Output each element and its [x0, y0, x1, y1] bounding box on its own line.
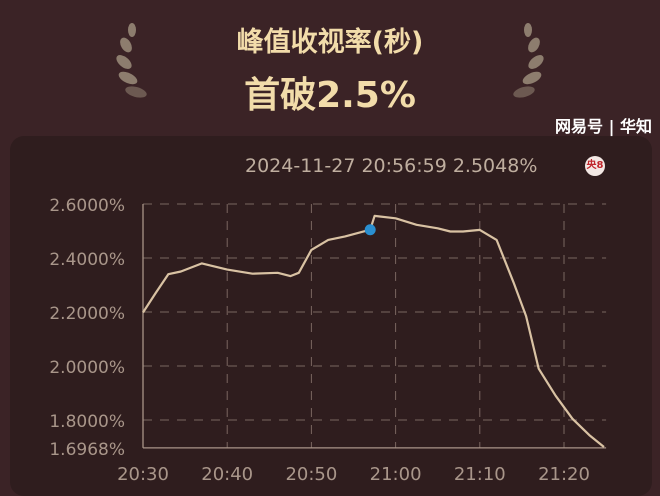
- y-tick-label: 2.2000%: [49, 304, 125, 324]
- tooltip-value: 2.5048%: [452, 155, 538, 177]
- x-tick-label: 21:20: [538, 464, 590, 485]
- y-tick-label: 2.6000%: [49, 196, 125, 216]
- x-tick-label: 20:50: [285, 464, 337, 485]
- watermark: 网易号 | 华知: [555, 117, 652, 136]
- chart-panel: [10, 136, 652, 496]
- y-tick-label: 1.6968%: [49, 440, 125, 460]
- series-line: [142, 214, 605, 448]
- y-tick-label: 1.8000%: [49, 412, 125, 432]
- x-tick-label: 21:00: [370, 464, 422, 485]
- laurel-right-icon: [513, 23, 544, 98]
- line-chart: 2.6000% 2.4000% 2.2000% 2.0000% 1.8000% 1.696…: [49, 196, 607, 485]
- headline: 首破2.5%: [244, 75, 416, 116]
- tooltip-readout: 2024-11-27 20:56:59 2.5048%: [245, 155, 537, 177]
- x-tick-label: 20:40: [201, 464, 253, 485]
- tooltip-datetime: 2024-11-27 20:56:59: [245, 155, 447, 177]
- y-tick-label: 2.4000%: [49, 250, 125, 270]
- laurel-left-icon: [116, 23, 147, 98]
- y-tick-label: 2.0000%: [49, 358, 125, 378]
- x-tick-label: 21:10: [454, 464, 506, 485]
- chart-title: 峰值收视率(秒): [236, 27, 424, 58]
- highlight-marker: [364, 224, 376, 236]
- x-tick-label: 20:30: [117, 464, 169, 485]
- channel-badge: 央8: [585, 156, 605, 176]
